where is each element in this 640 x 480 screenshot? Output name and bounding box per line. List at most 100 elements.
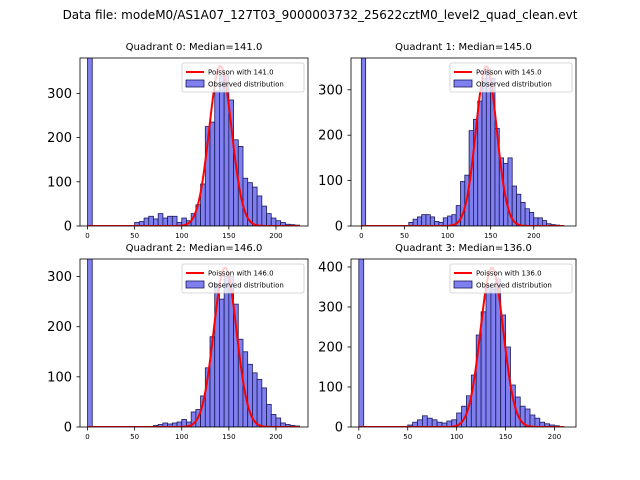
histogram-bar xyxy=(425,214,431,226)
histogram-bar xyxy=(167,215,173,226)
histogram-bar xyxy=(171,215,178,226)
legend-label-observed: Observed distribution xyxy=(476,282,552,290)
poisson-curve xyxy=(358,266,565,427)
legend-box xyxy=(181,263,305,294)
y-tick-label: 200 xyxy=(47,320,72,335)
x-tick-label: 200 xyxy=(269,433,282,441)
histogram-bar xyxy=(223,276,230,427)
x-tick-label: 50 xyxy=(403,433,412,441)
histogram-bar xyxy=(442,217,448,226)
legend-box xyxy=(181,62,305,93)
histogram-bar xyxy=(422,415,428,427)
legend-swatch-observed xyxy=(185,79,205,88)
axes-frame xyxy=(350,57,577,227)
histogram-bar xyxy=(533,217,539,226)
quadrant-2-panel: Quadrant 2: Median=146.0 0 50 100 150 200 0 100… xyxy=(47,243,309,441)
histogram-bar xyxy=(87,58,93,226)
quadrant-3-panel: Quadrant 3: Median=136.0 0 50 100 150 200 0 100… xyxy=(318,243,577,441)
histogram-bar xyxy=(412,218,418,226)
histogram-bar xyxy=(480,311,487,427)
y-tick-label: 300 xyxy=(318,83,343,98)
legend: Poisson with 136.0 Observed distribution xyxy=(449,263,573,294)
x-tick-label: 0 xyxy=(85,232,89,240)
y-tick-label: 200 xyxy=(318,341,343,356)
x-tick-label: 150 xyxy=(222,433,235,441)
histogram-bar xyxy=(87,259,93,427)
legend: Poisson with 141.0 Observed distribution xyxy=(181,62,305,93)
panel-title: Quadrant 2: Median=146.0 xyxy=(126,243,263,254)
plot-area xyxy=(87,259,300,427)
x-tick-label: 100 xyxy=(175,232,188,240)
plot-area xyxy=(360,58,565,226)
legend-label-observed: Observed distribution xyxy=(208,81,284,89)
x-tick-label: 50 xyxy=(400,232,409,240)
x-tick-label: 150 xyxy=(499,433,512,441)
histogram-bar xyxy=(270,217,277,226)
histogram-bar xyxy=(219,75,225,226)
x-tick-label: 50 xyxy=(130,433,139,441)
histogram-bar xyxy=(214,90,220,226)
panel-title: Quadrant 0: Median=141.0 xyxy=(126,42,263,53)
y-tick-label: 300 xyxy=(47,270,72,285)
legend-swatch-observed xyxy=(185,280,205,289)
y-tick-label: 100 xyxy=(318,381,343,396)
legend-box xyxy=(449,263,573,294)
y-tick-label: 200 xyxy=(47,131,72,146)
histogram-bar xyxy=(157,213,164,226)
histogram-bar xyxy=(477,100,483,226)
histogram-bar xyxy=(358,259,365,427)
histogram-bar xyxy=(148,215,154,226)
histogram-bar xyxy=(537,217,543,226)
legend-label-observed: Observed distribution xyxy=(476,81,552,89)
histogram-bar xyxy=(534,417,541,427)
quadrant-0-panel: Quadrant 0: Median=141.0 0 50 100 150 200 0 100… xyxy=(47,42,309,240)
histogram-bar xyxy=(261,205,267,226)
histogram-bar xyxy=(252,186,258,226)
histogram-bar xyxy=(431,419,438,427)
legend-swatch-observed xyxy=(453,79,473,88)
x-tick-label: 50 xyxy=(130,232,139,240)
histogram-bar xyxy=(485,284,492,427)
axes-frame xyxy=(79,258,309,428)
figure-title: Data file: modeM0/AS1A07_127T03_90000037… xyxy=(62,8,578,22)
histogram-bar xyxy=(429,216,436,226)
poisson-curve xyxy=(87,266,300,427)
histogram-bar xyxy=(143,217,150,226)
x-tick-label: 150 xyxy=(222,232,235,240)
histogram-bar xyxy=(153,218,159,226)
quadrant-1-panel: Quadrant 1: Median=145.0 0 50 100 150 200 0 100… xyxy=(318,42,577,240)
histogram-bar xyxy=(266,404,272,427)
x-tick-label: 200 xyxy=(527,232,540,240)
histogram-bar xyxy=(162,217,169,226)
histogram-bar xyxy=(256,378,263,427)
axes-frame xyxy=(79,57,309,227)
legend-label-observed: Observed distribution xyxy=(208,282,284,290)
y-tick-label: 100 xyxy=(318,174,343,189)
y-tick-label: 100 xyxy=(47,175,72,190)
y-tick-label: 400 xyxy=(318,261,343,276)
x-tick-label: 100 xyxy=(175,433,188,441)
histogram-bar xyxy=(261,387,267,427)
y-tick-label: 0 xyxy=(335,220,343,235)
y-tick-label: 0 xyxy=(64,220,72,235)
x-tick-label: 150 xyxy=(484,232,497,240)
legend-label-poisson: Poisson with 141.0 xyxy=(208,69,274,77)
histogram-bar xyxy=(416,216,423,226)
x-tick-label: 0 xyxy=(85,433,89,441)
x-tick-label: 0 xyxy=(357,433,361,441)
y-tick-label: 0 xyxy=(335,421,343,436)
panel-title: Quadrant 3: Median=136.0 xyxy=(395,243,532,254)
histogram-bar xyxy=(270,414,277,427)
y-tick-label: 300 xyxy=(318,301,343,316)
y-tick-label: 200 xyxy=(318,129,343,144)
x-tick-label: 200 xyxy=(548,433,561,441)
histogram-bar xyxy=(209,121,216,226)
y-tick-label: 0 xyxy=(64,421,72,436)
histogram-bar xyxy=(417,419,423,427)
histogram-bar xyxy=(360,58,367,226)
legend-box xyxy=(449,62,573,93)
histogram-bar xyxy=(481,78,487,226)
histogram-bar xyxy=(524,208,530,226)
x-tick-label: 100 xyxy=(441,232,454,240)
